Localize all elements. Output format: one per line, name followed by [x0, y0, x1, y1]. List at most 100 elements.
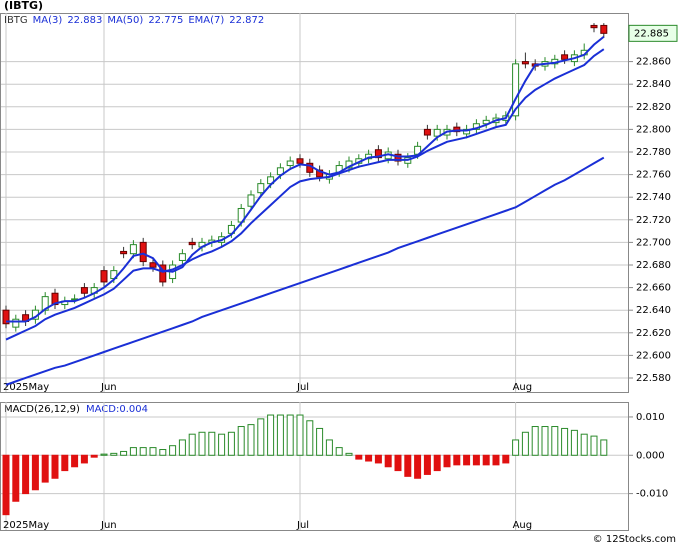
y-tick-label: 22.640: [636, 305, 671, 316]
macd-bar: [531, 426, 539, 456]
macd-bar: [198, 431, 206, 456]
footer: © 12Stocks.com: [593, 534, 676, 545]
macd-bar: [41, 454, 49, 483]
macd-bar: [71, 454, 79, 468]
y-tick-label: 22.860: [636, 57, 671, 68]
macd-bar: [2, 454, 10, 516]
y-tick-label: -0.010: [636, 489, 668, 500]
macd-bar: [80, 454, 88, 464]
price-panel: [0, 13, 629, 393]
macd-bar: [237, 426, 245, 456]
candle-body: [247, 194, 255, 207]
macd-bar: [129, 447, 137, 456]
legend-ticker: IBTG: [4, 15, 28, 26]
macd-bar: [472, 454, 480, 466]
macd-bar: [188, 433, 196, 456]
y-tick-label: 22.620: [636, 328, 671, 339]
candle-body: [463, 128, 471, 135]
macd-bar: [433, 454, 441, 472]
candle-body: [120, 250, 128, 255]
candle-body: [423, 128, 431, 136]
macd-bar: [374, 454, 382, 464]
macd-bar: [384, 454, 392, 468]
macd-title: MACD(26,12,9): [4, 404, 80, 415]
y-tick-label: 22.600: [636, 350, 671, 361]
y-tick-label: 22.800: [636, 124, 671, 135]
y-tick-label: 22.780: [636, 147, 671, 158]
candle-body: [159, 264, 167, 283]
x-tick-label: Jun: [100, 520, 117, 531]
macd-bar: [541, 426, 549, 456]
x-tick-label: Jun: [100, 382, 117, 393]
macd-bar: [512, 439, 520, 456]
chart-title: (IBTG): [4, 0, 43, 12]
candle-body: [374, 149, 382, 159]
macd-bar: [267, 414, 275, 456]
candle-body: [80, 287, 88, 294]
macd-bar: [414, 454, 422, 479]
legend-value: 22.775: [148, 15, 183, 26]
macd-bar: [423, 454, 431, 475]
macd-bar: [590, 435, 598, 456]
macd-bar: [521, 431, 529, 456]
macd-bar: [110, 452, 118, 456]
macd-bar: [580, 433, 588, 456]
y-tick-label: 22.760: [636, 170, 671, 181]
legend-name: MA(3): [33, 15, 63, 26]
candle-body: [129, 244, 137, 255]
macd-bar: [600, 439, 608, 456]
candle-body: [100, 270, 108, 283]
macd-bar: [296, 414, 304, 456]
macd-bar: [316, 427, 324, 456]
last-price-box: [628, 24, 678, 42]
candle-body: [178, 253, 186, 261]
macd-bar: [365, 454, 373, 462]
y-tick-label: 22.740: [636, 192, 671, 203]
candle-body: [453, 126, 461, 133]
macd-bar: [159, 449, 167, 456]
macd-bar: [208, 431, 216, 456]
y-tick-label: 0.010: [636, 412, 665, 423]
macd-bar: [404, 454, 412, 477]
candle-body: [296, 158, 304, 164]
x-tick-label: Jul: [296, 382, 309, 393]
x-tick-label: Aug: [513, 382, 533, 393]
y-tick-label: 22.680: [636, 260, 671, 271]
candle-body: [139, 241, 147, 263]
macd-bar: [276, 414, 284, 456]
last-price: 22.885: [634, 28, 669, 39]
macd-bar: [345, 452, 353, 456]
legend-name: EMA(7): [188, 15, 224, 26]
candle-body: [257, 183, 265, 194]
macd-bar: [492, 454, 500, 466]
candle-body: [12, 318, 20, 328]
macd-bar: [551, 426, 559, 456]
macd-bar: [561, 427, 569, 456]
macd-bar: [178, 439, 186, 456]
macd-bar: [247, 424, 255, 456]
macd-value: MACD:0.004: [86, 404, 148, 415]
macd-bar: [335, 447, 343, 456]
y-tick-label: 0.000: [636, 450, 665, 461]
y-tick-label: 22.840: [636, 79, 671, 90]
candle-body: [394, 153, 402, 162]
candle-body: [188, 241, 196, 246]
macd-bar: [482, 454, 490, 466]
y-tick-label: 22.580: [636, 373, 671, 384]
macd-bar: [394, 454, 402, 472]
macd-bar: [443, 454, 451, 468]
macd-bar: [355, 454, 363, 460]
macd-bar: [120, 450, 128, 456]
candle-body: [482, 119, 490, 125]
macd-bar: [227, 431, 235, 456]
macd-bar: [257, 418, 265, 456]
macd-bar: [61, 454, 69, 472]
ma-line: [5, 48, 605, 341]
x-tick-label: Jul: [296, 520, 309, 531]
macd-bar: [453, 454, 461, 466]
y-tick-label: 22.700: [636, 237, 671, 248]
macd-bar: [51, 454, 59, 479]
candle-body: [521, 61, 529, 65]
y-tick-label: 22.660: [636, 283, 671, 294]
